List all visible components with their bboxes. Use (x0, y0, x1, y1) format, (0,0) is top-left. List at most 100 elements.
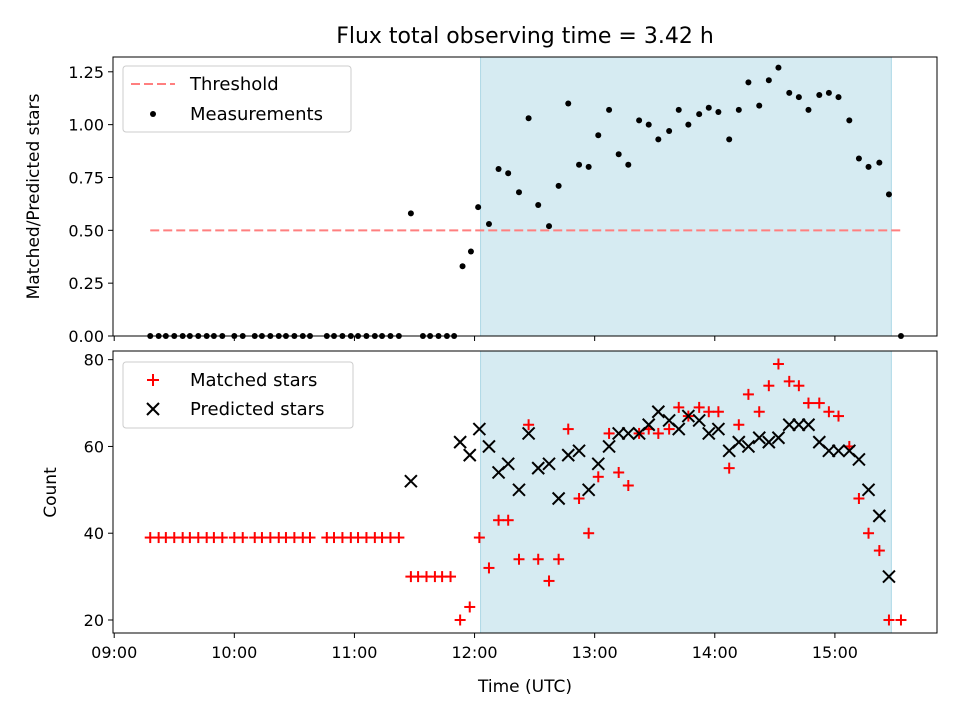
measurement-point (606, 106, 613, 113)
bottom-panel: 20 40 60 80 09:00 10:00 11:00 12:00 13:00 14:00 15… (41, 350, 938, 697)
measurement-point (615, 151, 622, 158)
predicted-star-point (521, 426, 536, 441)
measurement-point (555, 182, 562, 189)
measurement-point (485, 220, 492, 227)
predicted-star-point (551, 491, 566, 506)
predicted-star-point (591, 457, 605, 471)
bottom-ytick-label: 60 (84, 437, 104, 456)
measurement-point (795, 94, 802, 101)
predicted-star-point (472, 422, 487, 436)
measurement-point (805, 106, 812, 113)
measurement-point (735, 106, 742, 113)
measurement-point (865, 163, 872, 170)
matched-star-point (483, 562, 495, 574)
matched-star-point (823, 406, 835, 418)
bottom-window-rect (480, 350, 892, 634)
matched-star-point (813, 397, 825, 409)
matched-star-point (712, 406, 724, 418)
top-ytick-label: 0.50 (68, 221, 104, 240)
bottom-xtick-label: 15:00 (812, 643, 858, 662)
top-observing-window (480, 56, 892, 337)
predicted-star-point (872, 509, 887, 523)
matched-star-point (592, 471, 604, 483)
predicted-star-point (771, 431, 786, 445)
predicted-star-point (882, 569, 896, 584)
measurement-point (625, 161, 632, 168)
predicted-star-point (672, 422, 686, 436)
matched-star-point (603, 427, 615, 439)
matched-star-point (742, 388, 754, 400)
predicted-star-point (542, 457, 556, 471)
bottom-axes: 20 40 60 80 09:00 10:00 11:00 12:00 13:00 14:00 15… (84, 351, 858, 662)
matched-star-point (543, 575, 555, 587)
matched-star-point (693, 401, 705, 413)
matched-star-point (216, 532, 228, 544)
matched-star-point (613, 466, 625, 478)
matched-star-point (723, 462, 735, 474)
measurement-point (407, 210, 414, 217)
measurement-point (505, 170, 512, 177)
measurement-point (786, 89, 793, 96)
matched-star-point (733, 419, 745, 431)
measurement-point (525, 115, 532, 122)
predicted-star-point (702, 426, 716, 441)
matched-star-point (783, 375, 795, 387)
bottom-ytick-label: 40 (84, 524, 104, 543)
top-ytick-label: 0.00 (68, 327, 104, 346)
matched-star-point (473, 532, 485, 544)
matched-star-point (393, 532, 405, 544)
measurement-point (666, 127, 673, 134)
bottom-axes-border (112, 350, 938, 634)
measurement-point (715, 108, 722, 115)
measurement-point (515, 189, 522, 196)
predicted-star-point (463, 448, 477, 462)
top-panel: 0.00 0.25 0.50 0.75 1.00 1.25 Matched/Predict… (24, 56, 938, 346)
predicted-star-point (861, 483, 876, 497)
predicted-star-point (711, 422, 726, 436)
bottom-ylabel: Count (41, 467, 61, 518)
measurement-point (705, 104, 712, 111)
predicted-star-point (681, 409, 696, 423)
bottom-xtick-label: 11:00 (331, 643, 377, 662)
predicted-star-point (831, 444, 846, 458)
chart-title: Flux total observing time = 3.42 h (336, 24, 714, 49)
top-axes-border (112, 56, 938, 337)
matched-star-point (793, 380, 805, 392)
predicted-star-point (581, 483, 596, 497)
matched-star-point (622, 479, 634, 491)
predicted-star-point (561, 448, 575, 462)
matched-star-point (883, 614, 895, 626)
matched-star-point (802, 397, 814, 409)
matched-star-point (863, 527, 875, 539)
measurement-point (459, 263, 466, 270)
predicted-star-point (482, 439, 496, 454)
bottom-ytick-label: 80 (84, 351, 104, 370)
bottom-ytick-label: 20 (84, 611, 104, 630)
measurement-point (846, 117, 853, 124)
measurement-point (816, 92, 823, 99)
bottom-frame (112, 350, 938, 634)
bottom-marks (144, 358, 907, 626)
legend-matched-label: Matched stars (190, 370, 317, 391)
matched-star-point (464, 601, 476, 613)
predicted-star-point (852, 452, 866, 467)
predicted-star-point (512, 483, 526, 497)
top-frame (112, 56, 938, 337)
matched-star-point (583, 527, 595, 539)
matched-star-point (833, 410, 845, 422)
predicted-star-point (822, 444, 836, 458)
measurement-point (696, 111, 703, 118)
top-ytick-label: 0.25 (68, 274, 104, 293)
matched-star-point (304, 532, 316, 544)
top-ytick-label: 1.25 (68, 63, 104, 82)
legend-predicted-label: Predicted stars (190, 399, 324, 420)
top-legend: Threshold Measurements (122, 65, 352, 133)
matched-star-point (513, 553, 525, 565)
predicted-star-point (732, 435, 746, 449)
matched-star-point (753, 406, 765, 418)
matched-star-point (532, 553, 544, 565)
matched-star-point (853, 493, 865, 505)
measurement-point (495, 166, 502, 173)
legend-threshold-label: Threshold (189, 74, 279, 95)
